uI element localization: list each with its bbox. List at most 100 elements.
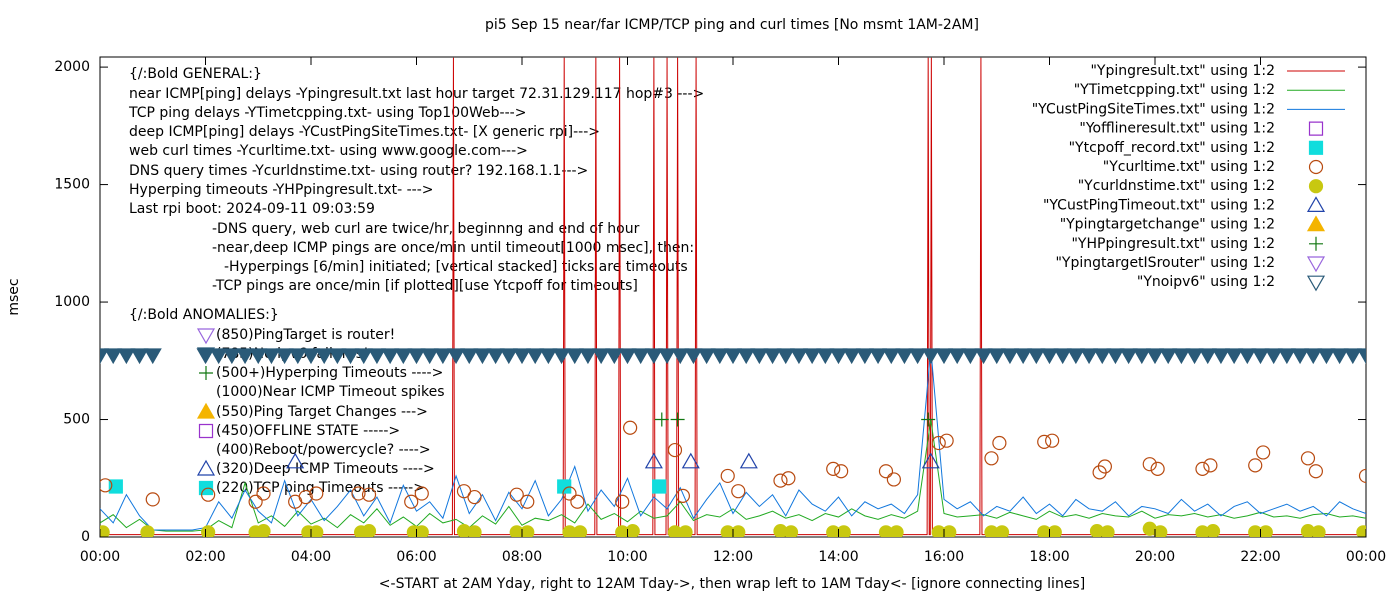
data-point	[984, 451, 999, 466]
data-line	[100, 348, 1366, 531]
data-point	[1248, 458, 1263, 473]
data-point	[520, 525, 535, 537]
data-point	[670, 412, 685, 427]
annotation: (850)PingTarget is router!	[216, 327, 395, 343]
data-point	[1132, 348, 1151, 365]
data-point	[671, 348, 690, 365]
data-point	[737, 348, 756, 365]
data-point	[697, 348, 716, 365]
data-point	[578, 348, 597, 365]
data-point	[615, 494, 630, 509]
data-point	[262, 348, 281, 365]
annotation: (550)Ping Target Changes --->	[216, 404, 428, 420]
data-point	[1080, 348, 1099, 365]
legend-label: "Ynoipv6" using 1:2	[1137, 274, 1275, 290]
data-point	[1014, 348, 1033, 365]
data-point	[1205, 524, 1221, 537]
data-point	[1000, 348, 1019, 365]
data-point	[351, 486, 366, 501]
data-point	[842, 348, 861, 365]
data-point	[592, 348, 611, 365]
data-point	[562, 486, 577, 501]
data-point	[1291, 348, 1310, 365]
data-point	[196, 348, 215, 365]
legend-swatch	[1306, 196, 1326, 212]
data-point	[939, 433, 954, 448]
data-point	[467, 489, 482, 505]
data-point	[1145, 348, 1165, 365]
annotation: TCP ping delays -YTimetcpping.txt- using…	[128, 105, 526, 121]
data-point	[886, 472, 901, 487]
y-tick-label: 1500	[54, 177, 90, 193]
data-point	[895, 348, 914, 365]
annotation: {/:Bold GENERAL:}	[129, 66, 262, 82]
data-point	[681, 452, 700, 469]
x-axis-label: <-START at 2AM Yday, right to 12AM Tday-…	[379, 576, 1085, 592]
x-tick-label: 02:00	[185, 549, 225, 565]
y-tick-label: 500	[63, 412, 90, 428]
data-point	[826, 461, 841, 476]
legend-swatch	[1306, 256, 1326, 273]
x-tick-label: 08:00	[502, 549, 542, 565]
data-point	[1203, 458, 1218, 473]
data-point	[1311, 525, 1326, 537]
data-point	[236, 348, 255, 365]
annotation: (500+)Hyperping Timeouts ---->	[216, 365, 443, 381]
annotation: (450)OFFLINE STATE ----->	[216, 423, 400, 439]
data-point	[1211, 348, 1230, 365]
legend-swatch	[1308, 121, 1324, 136]
data-point	[256, 486, 271, 501]
data-point	[961, 348, 980, 365]
data-point	[565, 348, 584, 365]
data-point	[948, 348, 967, 365]
data-point	[921, 452, 940, 469]
data-point	[1358, 468, 1366, 484]
annotation: Hyperping timeouts -YHPpingresult.txt- -…	[129, 182, 434, 198]
legend-label: "Ytcpoff_record.txt" using 1:2	[1069, 140, 1275, 156]
x-tick-label: 18:00	[1029, 549, 1069, 565]
data-point	[908, 348, 927, 365]
data-point	[1027, 348, 1046, 365]
data-point	[836, 525, 851, 537]
data-point	[654, 412, 669, 427]
data-point	[931, 435, 946, 451]
data-point	[117, 348, 136, 365]
data-point	[921, 348, 940, 365]
data-point	[1225, 348, 1244, 365]
data-point	[1238, 348, 1257, 365]
data-point	[209, 348, 228, 365]
annotation-icon	[199, 366, 213, 380]
annotation: (400)Reboot/powercycle? ---->	[216, 442, 431, 458]
data-point	[631, 348, 650, 365]
data-point	[248, 494, 263, 509]
data-point	[467, 525, 482, 537]
data-point	[1256, 445, 1271, 460]
data-point	[473, 348, 492, 365]
legend-swatch	[1308, 179, 1324, 194]
data-point	[143, 348, 162, 365]
data-point	[731, 525, 746, 537]
annotation: {/:Bold ANOMALIES:}	[129, 307, 279, 323]
legend-label: "YTimetcpping.txt" using 1:2	[1074, 82, 1275, 98]
annotation: Last rpi boot: 2024-09-11 09:03:59	[129, 201, 375, 217]
data-point	[288, 348, 307, 365]
data-point	[678, 525, 693, 537]
data-point	[1356, 348, 1366, 365]
data-point	[414, 525, 429, 537]
legend-swatch	[1306, 215, 1326, 232]
data-point	[286, 452, 305, 469]
data-point	[1308, 464, 1323, 479]
legend-swatch	[1308, 159, 1324, 175]
data-point	[201, 487, 216, 502]
data-point	[100, 478, 113, 493]
data-point	[1195, 461, 1210, 476]
data-point	[301, 348, 321, 365]
plot-area	[100, 57, 1366, 537]
data-point	[855, 348, 874, 365]
data-point	[803, 348, 822, 365]
data-point	[1330, 348, 1349, 365]
data-point	[889, 525, 904, 537]
data-point	[1106, 348, 1125, 365]
y-tick-label: 0	[81, 529, 90, 545]
data-point	[1097, 459, 1112, 474]
